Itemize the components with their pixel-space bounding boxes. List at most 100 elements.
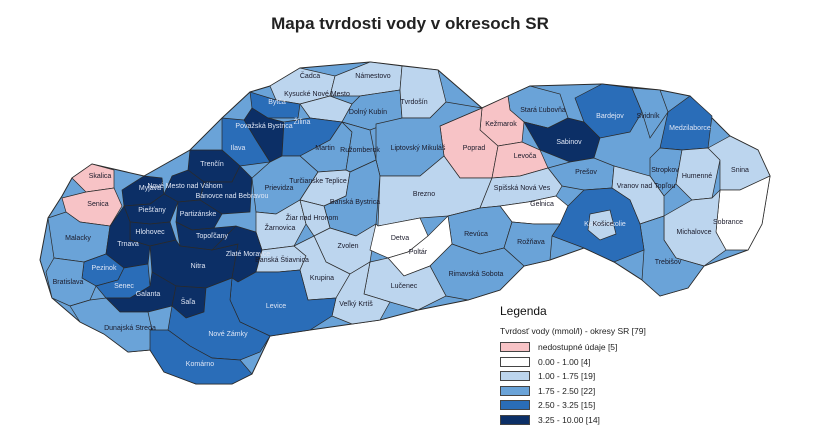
district-label: Sabinov <box>556 139 582 146</box>
district-label: Stropkov <box>651 167 679 174</box>
district-rimavsk-sobota[interactable] <box>429 243 525 301</box>
legend-swatch <box>500 356 530 367</box>
legend-label: 0.00 - 1.00 [4] <box>538 356 591 367</box>
district-label: Zlaté Moravce <box>226 251 270 258</box>
district-label: Krupina <box>310 275 334 282</box>
district-label: Bardejov <box>596 113 624 120</box>
legend-label: 2.50 - 3.25 [15] <box>538 400 596 411</box>
district-label: Ilava <box>231 145 246 152</box>
district-label: Nové Mesto nad Váhom <box>147 183 222 190</box>
district-label: Žiar nad Hronom <box>286 213 339 222</box>
legend-swatch <box>500 385 530 396</box>
legend-label: 1.00 - 1.75 [19] <box>538 371 596 382</box>
district-label: Medzilaborce <box>669 125 711 132</box>
map-legend: Legenda Tvrdosť vody (mmol/l) - okresy S… <box>500 304 720 427</box>
district-label: Zvolen <box>337 243 358 250</box>
map-title: Mapa tvrdosti vody v okresoch SR <box>271 14 549 33</box>
legend-label: 3.25 - 10.00 [14] <box>538 414 600 425</box>
district-label: Svidník <box>637 113 660 120</box>
district-label: Čadca <box>300 71 320 80</box>
legend-title: Legenda <box>500 304 547 318</box>
district-kom-rno[interactable] <box>149 329 253 385</box>
district-label: Poprad <box>463 145 486 152</box>
district-sabinov[interactable] <box>523 117 601 163</box>
district-label: Brezno <box>413 191 435 198</box>
district-label: Ružomberok <box>340 147 380 154</box>
legend-swatch <box>500 371 530 382</box>
district-label: Stará Ľubovňa <box>520 107 566 114</box>
district-trebi-ov[interactable] <box>639 215 705 297</box>
district-ko-ice[interactable] <box>587 209 617 241</box>
district-label: Trebišov <box>655 259 682 266</box>
district-label: Galanta <box>136 291 161 298</box>
district-label: Komárno <box>186 361 215 368</box>
district-label: Žarnovica <box>265 223 296 232</box>
legend-subtitle: Tvrdosť vody (mmol/l) - okresy SR [79] <box>500 326 646 336</box>
district-label: Trenčín <box>200 161 224 168</box>
district-label: Topoľčany <box>196 233 229 240</box>
legend-item: 3.25 - 10.00 [14] <box>500 413 720 428</box>
district-label: Kežmarok <box>485 121 517 128</box>
legend-item: 1.00 - 1.75 [19] <box>500 369 720 384</box>
district-label: Liptovský Mikuláš <box>391 145 446 152</box>
district-label: Rožňava <box>517 239 545 246</box>
district-label: Prievidza <box>265 185 294 192</box>
district-label: Bánovce nad Bebravou <box>196 193 269 200</box>
district-label: Košice <box>592 221 613 228</box>
district-label: Lučenec <box>391 283 418 290</box>
district-label: Šaľa <box>181 297 196 306</box>
legend-label: 1.75 - 2.50 [22] <box>538 385 596 396</box>
legend-item: 2.50 - 3.25 [15] <box>500 398 720 413</box>
district-label: Bratislava <box>53 279 84 286</box>
district-label: Považská Bystrica <box>235 123 292 130</box>
district-label: Vranov nad Topľou <box>617 183 676 190</box>
legend-item: 0.00 - 1.00 [4] <box>500 355 720 370</box>
district-label: Dunajská Streda <box>104 325 156 332</box>
legend-swatch <box>500 400 530 411</box>
district-label: Turčianske Teplice <box>289 178 347 185</box>
district-label: Banská Bystrica <box>330 199 380 206</box>
district-label: Banská Štiavnica <box>255 255 309 264</box>
district-label: Žilina <box>294 117 311 126</box>
district-label: Nové Zámky <box>208 331 248 338</box>
district-label: Pezinok <box>92 265 117 272</box>
district-label: Nitra <box>191 263 206 270</box>
district-label: Levoča <box>514 153 537 160</box>
district-label: Snina <box>731 167 749 174</box>
legend-item: nedostupné údaje [5] <box>500 340 720 355</box>
district-ve-k-krt-[interactable] <box>331 261 391 325</box>
district-svidn-k[interactable] <box>631 87 669 139</box>
district-label: Michalovce <box>676 229 711 236</box>
district-label: Humenné <box>682 173 712 180</box>
district-label: Rimavská Sobota <box>449 271 504 278</box>
district-label: Veľký Krtíš <box>339 301 373 308</box>
district-label: Gelnica <box>530 201 554 208</box>
district-label: Bytča <box>268 99 286 106</box>
district-label: Senica <box>87 201 109 208</box>
district-label: Dolný Kubín <box>349 109 387 116</box>
district-label: Detva <box>391 235 409 242</box>
district-label: Košice-okolie <box>584 221 626 228</box>
district-label: Skalica <box>89 173 112 180</box>
district-skalica[interactable] <box>71 163 115 193</box>
district-label: Tvrdošín <box>400 99 427 106</box>
legend-swatch <box>500 342 530 353</box>
district-label: Námestovo <box>355 73 391 80</box>
district-label: Myjava <box>139 185 161 192</box>
district-label: Levice <box>266 303 286 310</box>
district-label: Spišská Nová Ves <box>494 185 551 192</box>
legend-label: nedostupné údaje [5] <box>538 342 618 353</box>
district-label: Prešov <box>575 169 597 176</box>
district-label: Sobrance <box>713 219 743 226</box>
district-label: Piešťany <box>138 207 166 214</box>
district-label: Partizánske <box>180 211 217 218</box>
legend-item: 1.75 - 2.50 [22] <box>500 384 720 399</box>
district-label: Hlohovec <box>135 229 165 236</box>
district-label: Martin <box>315 145 335 152</box>
legend-swatch <box>500 414 530 425</box>
district-label: Malacky <box>65 235 91 242</box>
district-label: Trnava <box>117 241 139 248</box>
district-label: Revúca <box>464 231 488 238</box>
district-label: Senec <box>114 283 134 290</box>
